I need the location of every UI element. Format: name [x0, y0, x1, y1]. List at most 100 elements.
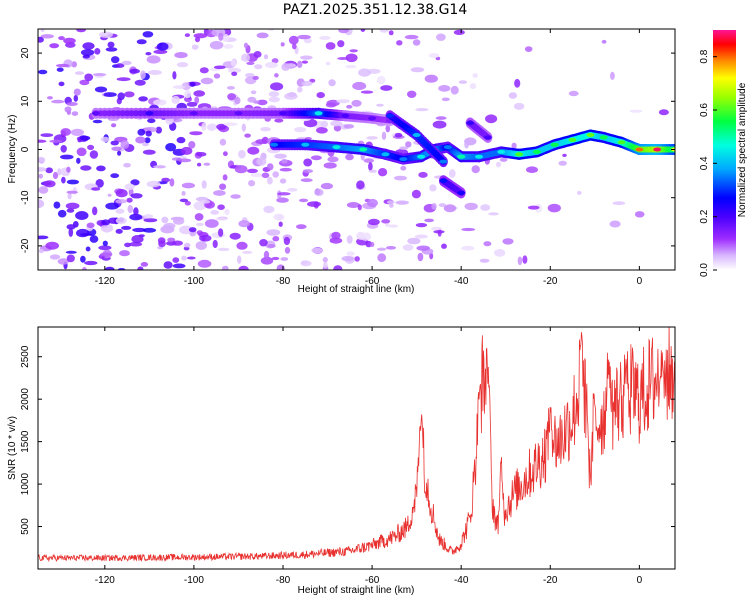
noise-blob: [129, 68, 140, 74]
noise-blob: [195, 222, 204, 227]
noise-blob: [222, 174, 228, 181]
ridge-main-trace-peak: [381, 152, 390, 157]
noise-blob: [94, 86, 108, 93]
noise-blob: [94, 48, 101, 55]
noise-blob: [146, 55, 161, 64]
noise-blob: [336, 99, 350, 104]
noise-blob: [130, 179, 140, 186]
noise-blob: [73, 88, 81, 96]
noise-blob: [461, 227, 476, 232]
spectrogram-x-tick-label: -120: [95, 276, 115, 287]
noise-blob: [223, 44, 234, 49]
noise-blob: [368, 162, 373, 171]
noise-blob: [224, 208, 230, 216]
noise-blob: [218, 32, 224, 41]
noise-blob: [70, 128, 84, 136]
noise-blob: [204, 219, 219, 228]
noise-blob: [526, 166, 538, 173]
noise-blob: [95, 179, 104, 188]
snr-x-tick-label: -120: [95, 575, 115, 586]
noise-blob: [302, 169, 313, 174]
noise-blob: [328, 79, 336, 87]
colorbar-tick-label: 0.4: [699, 156, 710, 170]
noise-blob: [464, 140, 469, 149]
noise-blob: [376, 75, 386, 85]
spectrogram-x-tick-label: -60: [365, 276, 380, 287]
noise-blob: [124, 91, 135, 98]
noise-blob: [143, 214, 154, 219]
noise-blob: [301, 80, 313, 87]
noise-blob: [217, 204, 225, 210]
noise-blob: [248, 180, 256, 187]
ridge-upper-trace-peak: [368, 116, 377, 121]
noise-blob: [40, 29, 45, 32]
noise-blob: [247, 96, 257, 103]
ridge-upper-trace-peak: [314, 111, 323, 116]
noise-blob: [140, 70, 146, 79]
noise-blob: [38, 69, 48, 75]
noise-blob: [179, 225, 193, 235]
noise-blob: [333, 265, 343, 270]
noise-blob: [385, 246, 397, 250]
noise-blob: [381, 219, 391, 224]
noise-blob: [279, 167, 292, 172]
noise-blob: [351, 99, 362, 107]
colorbar: 0.0 0.2 0.4 0.6 0.8 Normalized spectral ampl…: [699, 30, 748, 277]
ridge-lower-branch-peak: [439, 178, 448, 183]
noise-blob: [356, 180, 365, 190]
noise-blob: [146, 180, 161, 188]
snr-x-tick-label: -100: [184, 575, 204, 586]
chart-title: PAZ1.2025.351.12.38.G14: [282, 2, 468, 18]
ridge-main-trace-peak: [332, 145, 341, 150]
noise-blob: [180, 146, 193, 155]
noise-blob: [435, 56, 441, 61]
noise-blob: [73, 94, 79, 102]
noise-blob: [338, 29, 349, 34]
noise-blob: [142, 227, 157, 233]
noise-blob: [163, 261, 173, 269]
noise-blob: [502, 238, 514, 245]
noise-blob: [49, 43, 60, 49]
noise-blob: [57, 258, 69, 265]
noise-blob: [494, 249, 506, 257]
noise-blob: [352, 81, 367, 91]
noise-blob: [102, 240, 108, 246]
noise-blob: [418, 171, 428, 178]
noise-blob: [658, 109, 669, 116]
noise-blob: [254, 64, 263, 70]
noise-blob: [270, 82, 284, 91]
noise-blob: [111, 56, 120, 64]
noise-blob: [45, 167, 53, 174]
noise-blob: [345, 53, 358, 63]
noise-blob: [432, 120, 447, 129]
noise-blob: [609, 220, 621, 228]
ridge-main-trace-peak: [301, 142, 310, 147]
noise-blob: [547, 203, 561, 213]
noise-blob: [194, 213, 204, 221]
noise-blob: [488, 212, 499, 216]
noise-blob: [184, 90, 192, 99]
noise-blob: [297, 34, 311, 40]
noise-blob: [243, 42, 249, 49]
noise-blob: [210, 210, 220, 215]
noise-blob: [66, 166, 71, 173]
noise-blob: [358, 68, 371, 77]
ridge-main-trace-peak: [443, 145, 452, 150]
noise-blob: [511, 142, 517, 149]
noise-blob: [38, 36, 44, 43]
noise-blob: [399, 146, 408, 150]
noise-blob: [212, 239, 218, 249]
ridge-main-trace-peak: [653, 147, 662, 152]
noise-blob: [388, 224, 399, 228]
noise-blob: [316, 127, 328, 134]
noise-blob: [471, 165, 480, 174]
noise-blob: [100, 252, 113, 257]
noise-blob: [56, 63, 70, 68]
noise-blob: [263, 250, 270, 259]
noise-blob: [197, 162, 202, 167]
noise-blob: [296, 224, 307, 230]
noise-blob: [400, 165, 407, 171]
noise-blob: [253, 51, 262, 58]
noise-blob: [38, 199, 45, 209]
noise-blob: [129, 213, 143, 221]
